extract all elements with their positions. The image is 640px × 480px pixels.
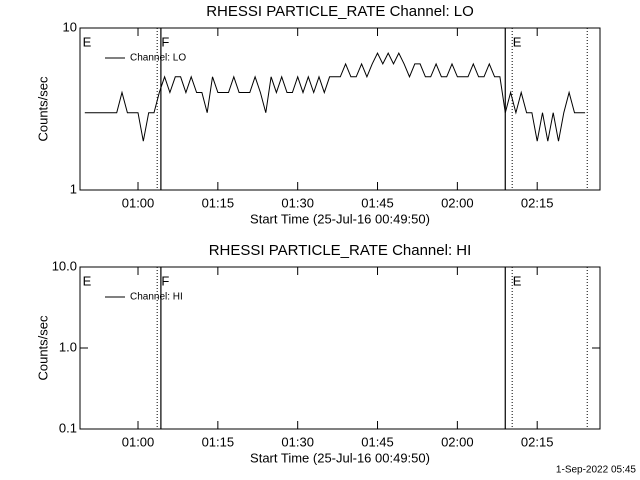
x-tick-label: 01:15	[202, 434, 235, 449]
x-tick-label: 02:15	[521, 195, 554, 210]
legend-label: Channel: LO	[130, 53, 186, 64]
y-tick-label: 10.0	[52, 258, 77, 273]
flag-label: F	[161, 273, 169, 288]
flag-label: E	[83, 34, 92, 49]
x-axis-label: Start Time (25-Jul-16 00:49:50)	[250, 450, 430, 465]
chart-title: RHESSI PARTICLE_RATE Channel: HI	[209, 242, 472, 259]
y-tick-label: 1.0	[59, 339, 77, 354]
footer: 1-Sep-2022 05:45	[556, 465, 637, 476]
x-tick-label: 02:15	[521, 434, 554, 449]
plot-frame	[79, 27, 601, 191]
legend-label: Channel: HI	[130, 292, 183, 303]
flag-label: E	[83, 273, 92, 288]
x-tick-label: 01:30	[281, 434, 314, 449]
flag-label: E	[513, 34, 522, 49]
x-tick-label: 01:45	[361, 195, 394, 210]
y-tick-label: 10	[63, 19, 77, 34]
x-tick-label: 01:30	[281, 195, 314, 210]
y-tick-label: 0.1	[59, 420, 77, 435]
x-tick-label: 02:00	[441, 434, 474, 449]
y-tick-label: 1	[70, 181, 77, 196]
flag-label: E	[513, 273, 522, 288]
x-tick-label: 01:15	[202, 195, 235, 210]
y-axis-label: Counts/sec	[35, 76, 50, 142]
data-line	[84, 51, 586, 142]
x-tick-label: 02:00	[441, 195, 474, 210]
flag-label: F	[161, 34, 169, 49]
chart-title: RHESSI PARTICLE_RATE Channel: LO	[206, 3, 474, 20]
x-tick-label: 01:00	[122, 434, 155, 449]
y-axis-label: Counts/sec	[35, 315, 50, 381]
x-tick-label: 01:45	[361, 434, 394, 449]
x-tick-label: 01:00	[122, 195, 155, 210]
x-axis-label: Start Time (25-Jul-16 00:49:50)	[250, 211, 430, 226]
